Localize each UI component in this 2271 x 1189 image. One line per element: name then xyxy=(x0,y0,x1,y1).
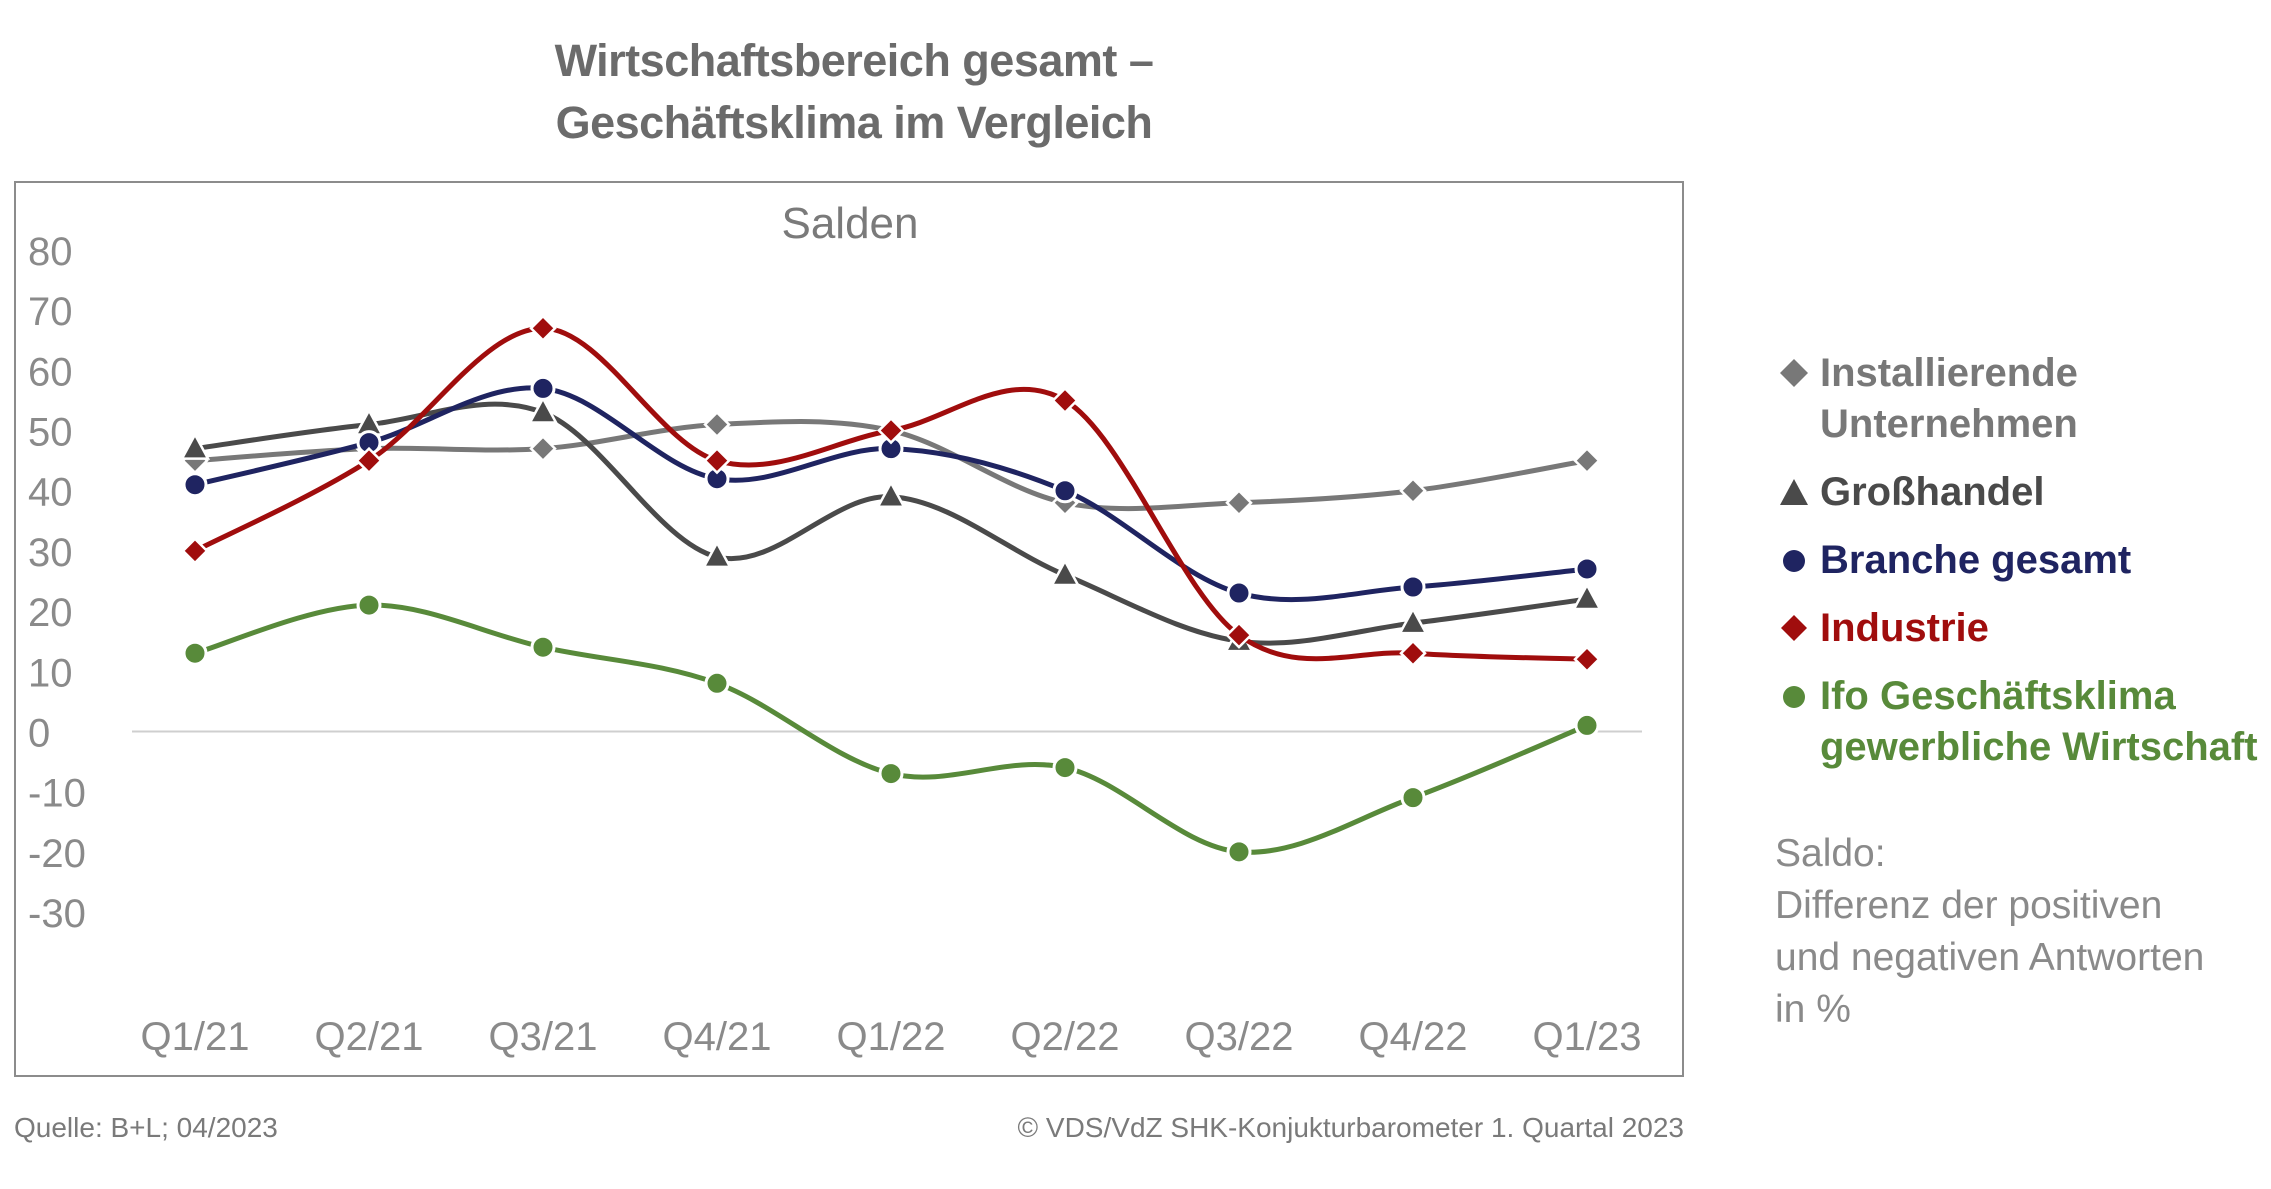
data-point xyxy=(878,761,904,787)
y-tick-label: 0 xyxy=(28,711,50,755)
x-tick-label: Q3/22 xyxy=(1185,1015,1294,1059)
triangle-marker-icon xyxy=(1780,479,1808,505)
data-point xyxy=(877,416,905,445)
data-point xyxy=(701,540,733,569)
data-point xyxy=(179,431,211,460)
x-tick-label: Q1/22 xyxy=(837,1015,946,1059)
legend-label: Industrie xyxy=(1820,606,1989,650)
data-point xyxy=(529,434,557,463)
data-point xyxy=(530,375,556,401)
y-tick-label: -20 xyxy=(28,832,86,876)
data-point xyxy=(1399,476,1427,505)
data-point xyxy=(1226,580,1252,606)
data-point xyxy=(182,640,208,666)
note-line: und negativen Antworten xyxy=(1775,936,2205,979)
y-tick-label: 20 xyxy=(28,591,73,635)
legend-label: Branche gesamt xyxy=(1820,538,2132,582)
x-tick-label: Q4/22 xyxy=(1359,1015,1468,1059)
note-line: in % xyxy=(1775,988,1851,1031)
x-tick-label: Q4/21 xyxy=(663,1015,772,1059)
chart-subtitle: Salden xyxy=(781,199,918,248)
legend-label: Installierende xyxy=(1820,351,2078,395)
data-point xyxy=(529,314,557,343)
data-point xyxy=(1400,785,1426,811)
data-point xyxy=(1052,755,1078,781)
data-point xyxy=(356,592,382,618)
series-4 xyxy=(181,314,1601,674)
legend-label: Großhandel xyxy=(1820,470,2045,514)
data-point xyxy=(1571,582,1603,611)
x-tick-label: Q2/21 xyxy=(315,1015,424,1059)
source-note: Quelle: B+L; 04/2023 xyxy=(14,1112,278,1143)
legend-item-ifo: Ifo Geschäftsklima gewerbliche Wirtschaf… xyxy=(1775,671,2265,773)
y-tick-label: 70 xyxy=(28,290,73,334)
data-point xyxy=(703,446,731,475)
data-point xyxy=(181,537,209,565)
diamond-marker-icon xyxy=(1780,359,1808,387)
y-tick-label: 10 xyxy=(28,651,73,695)
page-title: Wirtschaftsbereich gesamt – Geschäftskli… xyxy=(14,30,1694,154)
legend-label: Ifo Geschäftsklima xyxy=(1820,674,2176,718)
data-point xyxy=(1400,574,1426,600)
y-tick-label: 50 xyxy=(28,411,73,455)
legend-label: Unternehmen xyxy=(1820,402,2078,446)
title-line-2: Geschäftsklima im Vergleich xyxy=(555,97,1153,148)
legend-item-installierende: Installierende Unternehmen xyxy=(1775,348,2265,450)
copyright-note: © VDS/VdZ SHK-Konjukturbarometer 1. Quar… xyxy=(1017,1112,1685,1143)
data-point xyxy=(355,446,383,475)
x-tick-label: Q1/23 xyxy=(1533,1015,1642,1059)
data-point xyxy=(1051,386,1079,415)
data-point xyxy=(875,480,907,508)
y-tick-label: 60 xyxy=(28,350,73,394)
legend-item-industrie: Industrie xyxy=(1775,603,2265,654)
legend-item-grosshandel: Großhandel xyxy=(1775,467,2265,518)
circle-marker-icon xyxy=(1783,686,1805,708)
series-group xyxy=(179,314,1603,865)
saldo-note: Saldo: Differenz der positiven und negat… xyxy=(1775,828,2265,1036)
data-point xyxy=(1397,606,1429,635)
note-line: Saldo: xyxy=(1775,832,1886,875)
data-point xyxy=(1399,639,1427,667)
title-line-1: Wirtschaftsbereich gesamt – xyxy=(554,35,1154,86)
y-tick-label: -10 xyxy=(28,772,86,816)
data-point xyxy=(527,395,559,424)
legend-label: gewerbliche Wirtschaft xyxy=(1820,725,2258,769)
data-point xyxy=(182,472,208,498)
data-point xyxy=(704,670,730,696)
data-point xyxy=(1225,621,1253,649)
data-point xyxy=(1573,645,1601,674)
data-point xyxy=(1573,446,1601,475)
y-tick-label: 80 xyxy=(28,230,73,274)
data-point xyxy=(1225,488,1253,517)
note-line: Differenz der positiven xyxy=(1775,884,2163,927)
x-tick-label: Q3/21 xyxy=(489,1015,598,1059)
diamond-marker-icon xyxy=(1781,615,1807,641)
data-point xyxy=(1574,556,1600,582)
series-3 xyxy=(182,375,1600,606)
y-tick-label: -30 xyxy=(28,892,86,936)
x-tick-label: Q2/22 xyxy=(1011,1015,1120,1059)
y-tick-label: 40 xyxy=(28,471,73,515)
data-point xyxy=(1226,839,1252,865)
data-point xyxy=(530,634,556,660)
x-axis: Q1/21 Q2/21 Q3/21 Q4/21 Q1/22 Q2/22 Q3/22 Q4/22… xyxy=(141,1015,1642,1059)
data-point xyxy=(1052,478,1078,504)
y-axis: 80 70 60 50 40 30 20 10 0 -10 -20 -30 xyxy=(28,230,86,936)
data-point xyxy=(1574,712,1600,738)
series-5 xyxy=(182,592,1600,865)
x-tick-label: Q1/21 xyxy=(141,1015,250,1059)
data-point xyxy=(1049,558,1081,587)
legend: Installierende Unternehmen Großhandel Br… xyxy=(1775,348,2265,790)
legend-item-branche-gesamt: Branche gesamt xyxy=(1775,535,2265,586)
data-point xyxy=(703,410,731,439)
circle-marker-icon xyxy=(1783,550,1805,572)
y-tick-label: 30 xyxy=(28,531,73,575)
